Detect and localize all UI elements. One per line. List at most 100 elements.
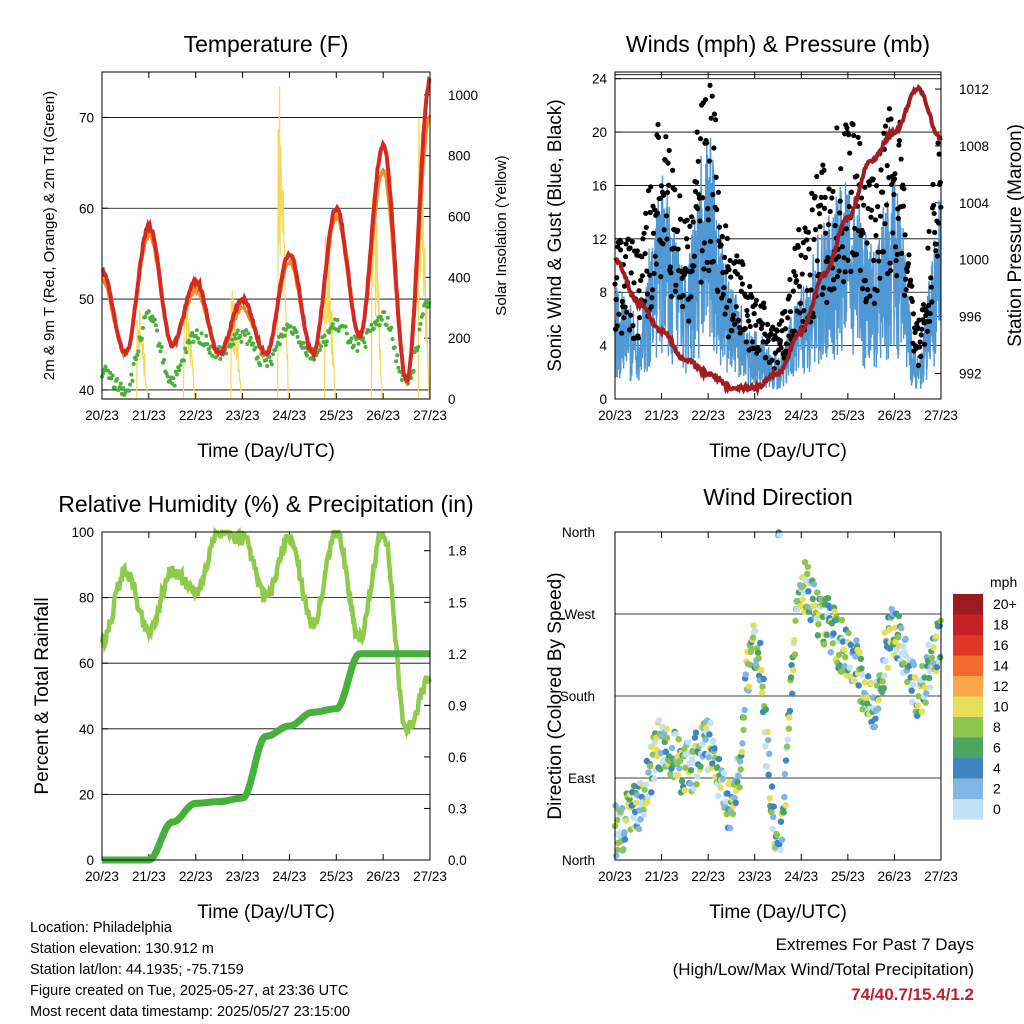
x-tick-label: 26/23 [878, 869, 912, 884]
gust-point [839, 244, 846, 250]
gust-point [663, 134, 669, 140]
direction-point [630, 814, 637, 821]
direction-point [811, 602, 819, 609]
gust-point [666, 147, 672, 154]
gust-point [875, 249, 881, 255]
gust-point [623, 241, 629, 247]
gust-point [661, 227, 667, 233]
gust-point [927, 318, 933, 324]
dewpoint-point [207, 350, 212, 355]
y2-tick-label: 992 [959, 366, 982, 381]
direction-point [754, 649, 762, 656]
dewpoint-point [305, 353, 309, 358]
direction-point [633, 799, 640, 806]
gust-point [910, 311, 917, 317]
gust-point [628, 312, 634, 318]
direction-point [914, 702, 922, 709]
y-axis-title: Direction (Colored By Speed) [545, 572, 566, 819]
dewpoint-point [278, 342, 283, 347]
y-tick-label: 60 [79, 201, 94, 216]
dewpoint-point [135, 352, 140, 357]
gust-point [872, 217, 879, 223]
direction-point [791, 636, 798, 644]
direction-point [911, 674, 919, 681]
dewpoint-point [118, 381, 123, 386]
gust-point [797, 310, 803, 316]
direction-point [846, 664, 853, 671]
direction-point [855, 682, 862, 689]
y2-tick-label: 1008 [959, 139, 989, 154]
gust-point [864, 240, 870, 246]
dewpoint-point [108, 370, 113, 375]
direction-point [707, 719, 714, 727]
gust-point [847, 150, 853, 156]
gust-point [699, 248, 705, 254]
gust-point [814, 258, 820, 264]
gust-point [668, 270, 674, 276]
direction-point [861, 679, 869, 686]
gust-point [812, 193, 818, 200]
direction-point [910, 681, 917, 688]
legend-swatch [953, 717, 983, 738]
gust-point [691, 263, 697, 269]
direction-point [801, 559, 809, 566]
dewpoint-point [382, 310, 387, 315]
dewpoint-point [253, 345, 258, 350]
gust-point [886, 106, 892, 112]
y2-axis-title: Solar Insolation (Yellow) [493, 155, 510, 315]
gust-point [903, 287, 909, 293]
plot-frame [101, 531, 431, 861]
gust-point [734, 253, 740, 259]
gust-point [728, 274, 734, 280]
gust-point [844, 125, 850, 131]
direction-point [831, 608, 838, 615]
gust-point [664, 189, 671, 196]
legend-swatch [953, 594, 983, 615]
y2-tick-label: 0.0 [448, 853, 467, 868]
gust-point [892, 171, 898, 177]
direction-point [932, 633, 939, 640]
direction-point [864, 673, 872, 680]
gust-point [937, 179, 943, 185]
dewpoint-point [109, 376, 114, 381]
direction-point [758, 666, 765, 674]
x-tick-label: 24/23 [784, 408, 818, 423]
x-tick-label: 22/23 [691, 869, 725, 884]
direction-point [933, 664, 941, 671]
dewpoint-point [204, 333, 209, 338]
direction-point [709, 760, 716, 767]
gust-point [667, 264, 673, 270]
gust-point [704, 140, 710, 146]
gust-point [794, 278, 800, 284]
direction-point [691, 734, 699, 741]
gust-point [894, 251, 900, 258]
gust-point [769, 357, 775, 363]
dewpoint-point [191, 339, 196, 344]
gust-point [787, 276, 793, 283]
gust-point [782, 308, 788, 315]
direction-point [838, 668, 845, 675]
dewpoint-point [141, 325, 145, 330]
dewpoint-point [139, 336, 144, 341]
y2-tick-label: 1012 [959, 82, 989, 97]
gust-point [846, 203, 852, 210]
direction-point [621, 829, 628, 836]
direction-point [663, 725, 670, 733]
direction-point [764, 736, 772, 744]
dewpoint-point [297, 340, 302, 345]
gust-point [688, 214, 695, 220]
direction-point [910, 661, 918, 669]
legend-swatch [953, 655, 983, 676]
direction-point [780, 809, 787, 816]
gust-point [917, 339, 923, 345]
direction-point [648, 789, 655, 796]
direction-point [758, 689, 766, 696]
direction-point [719, 775, 727, 782]
direction-point [777, 818, 785, 825]
gust-point [685, 244, 691, 250]
direction-point [640, 811, 648, 819]
gust-point [711, 111, 718, 117]
gust-point [638, 277, 644, 283]
gust-point [858, 195, 865, 201]
gust-point [873, 183, 880, 189]
